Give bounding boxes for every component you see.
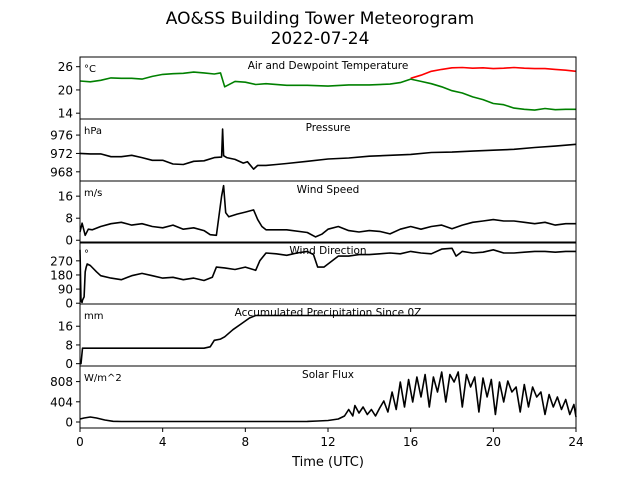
panel-4-unit: mm — [84, 311, 103, 322]
panel-3-series-0 — [79, 247, 576, 304]
panel-5-ytick-label-0: 0 — [65, 416, 73, 430]
panel-0-series-1 — [79, 71, 576, 111]
chart-subtitle: 2022-07-24 — [271, 29, 370, 49]
panel-2-unit: m/s — [84, 188, 102, 199]
panel-3-title: Wind Direction — [289, 245, 366, 257]
panel-4-ytick-label-1: 8 — [65, 338, 73, 352]
panel-5-title: Solar Flux — [302, 369, 354, 381]
panel-2-title: Wind Speed — [297, 184, 360, 196]
panel-3-ytick-label-0: 0 — [65, 297, 73, 311]
panel-4-series-0 — [80, 314, 576, 365]
panel-5-series-0 — [79, 371, 577, 423]
panel-0-ytick-label-1: 20 — [58, 83, 73, 97]
panel-2-series-0 — [79, 184, 576, 238]
panel-4-ytick-label-0: 0 — [65, 357, 73, 371]
panel-2-ytick-label-0: 0 — [65, 234, 73, 248]
panel-0-title: Air and Dewpoint Temperature — [248, 60, 409, 72]
panel-1-title: Pressure — [306, 122, 351, 134]
panel-0-ytick-label-0: 14 — [58, 107, 73, 121]
panel-4-ytick-label-2: 16 — [58, 320, 73, 334]
xtick-label-1: 4 — [159, 435, 167, 449]
xtick-label-0: 0 — [76, 435, 84, 449]
panel-4-title: Accumulated Precipitation Since 0Z — [235, 307, 422, 319]
panel-3-ytick-label-3: 270 — [50, 254, 73, 268]
panel-1-ytick-label-1: 972 — [50, 147, 73, 161]
panel-2-ytick-label-2: 16 — [58, 190, 73, 204]
panel-5: 0 404 808 Solar Flux W/m^2 — [50, 365, 577, 430]
xtick-label-4: 16 — [403, 435, 418, 449]
panel-0-series-0 — [410, 66, 577, 80]
panel-5-ytick-label-1: 404 — [50, 395, 73, 409]
panel-5-ytick-label-2: 808 — [50, 375, 73, 389]
xtick-label-6: 24 — [568, 435, 583, 449]
panel-1-ytick-label-0: 968 — [50, 165, 73, 179]
panel-2-ytick-label-1: 8 — [65, 212, 73, 226]
panel-0-ytick-label-2: 26 — [58, 60, 73, 74]
panel-5-unit: W/m^2 — [84, 373, 122, 384]
panel-2-frame — [79, 180, 577, 244]
xtick-label-2: 8 — [242, 435, 250, 449]
panel-2: 0 8 16 Wind Speed m/s — [58, 180, 577, 248]
panel-1-ytick-label-2: 976 — [50, 129, 73, 143]
panel-1: 968 972 976 Pressure hPa — [50, 118, 577, 182]
panel-3-ytick-label-1: 90 — [58, 283, 73, 297]
xtick-label-5: 20 — [486, 435, 501, 449]
x-axis: 0 4 8 12 16 20 24 — [76, 428, 584, 449]
panel-3-unit: ° — [84, 249, 89, 260]
panel-1-unit: hPa — [84, 126, 102, 137]
panel-4: 0 8 16 Accumulated Precipitation Since 0Z mm — [58, 303, 577, 371]
panel-0: 14 20 26 Air and Dewpoint Temperature °C — [58, 56, 577, 121]
chart-title: AO&SS Building Tower Meteorogram — [166, 9, 474, 29]
x-axis-label: Time (UTC) — [291, 455, 364, 470]
panel-0-unit: °C — [84, 64, 96, 75]
panel-3-ytick-label-2: 180 — [50, 268, 73, 282]
panel-1-series-0 — [79, 128, 577, 170]
xtick-label-3: 12 — [320, 435, 335, 449]
